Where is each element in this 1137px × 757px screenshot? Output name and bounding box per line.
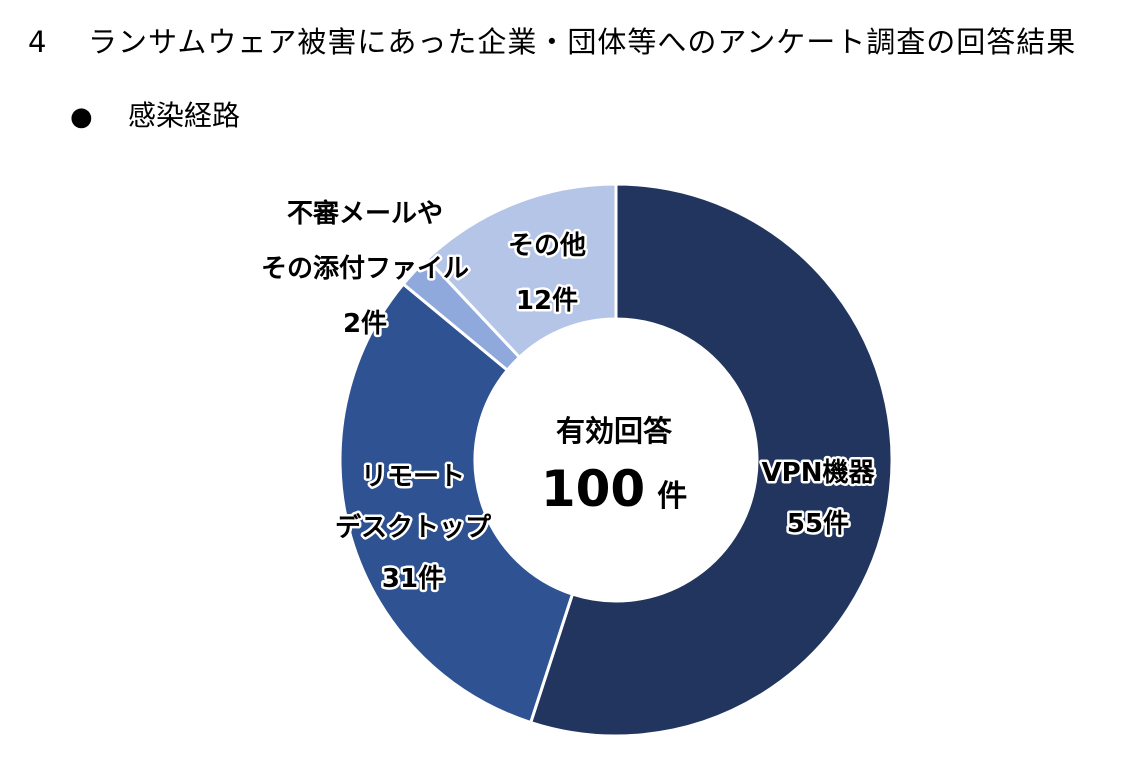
donut-slices — [338, 182, 894, 738]
heading-text: ランサムウェア被害にあった企業・団体等へのアンケート調査の回答結果 — [88, 25, 1077, 59]
slice-other — [424, 182, 618, 360]
label-remote-desktop: リモートデスクトップ 31件 — [335, 462, 492, 594]
donut-center: 有効回答 100 件 — [541, 414, 687, 518]
slice-labels: VPN機器 55件 リモートデスクトップ 31件 不審メールやその添付ファイル 2件 その他… — [258, 197, 877, 597]
label-remote-desktop-line: リモート — [361, 462, 465, 492]
subheading-text: 感染経路 — [128, 99, 241, 132]
slice-remote-desktop — [338, 281, 575, 725]
label-vpn-line: VPN機器 — [762, 458, 876, 488]
section-subheading: ● 感染経路 — [70, 96, 240, 137]
label-email-line: 不審メールや — [287, 199, 443, 229]
center-total-label: 有効回答 — [556, 414, 673, 448]
label-vpn-line: 55件 — [787, 509, 849, 539]
label-email: 不審メールやその添付ファイル 2件 — [261, 199, 469, 339]
slice-vpn — [528, 182, 894, 738]
label-vpn: VPN機器 55件 — [762, 458, 876, 539]
page-heading: 4 ランサムウェア被害にあった企業・団体等へのアンケート調査の回答結果 — [28, 22, 1076, 62]
heading-number: 4 — [28, 25, 48, 59]
label-email-line: その添付ファイル — [261, 254, 469, 284]
label-other-line: その他 — [508, 231, 586, 261]
center-total-value: 100 件 — [541, 460, 687, 518]
center-total-unit: 件 — [657, 479, 687, 514]
label-email-line: 2件 — [343, 309, 387, 339]
label-remote-desktop-line: 31件 — [382, 564, 444, 594]
label-other: その他 12件 — [508, 231, 586, 316]
label-remote-desktop-line: デスクトップ — [335, 512, 492, 543]
bullet-icon: ● — [70, 102, 93, 132]
center-total-number: 100 — [541, 460, 645, 518]
label-other-line: 12件 — [516, 286, 578, 316]
